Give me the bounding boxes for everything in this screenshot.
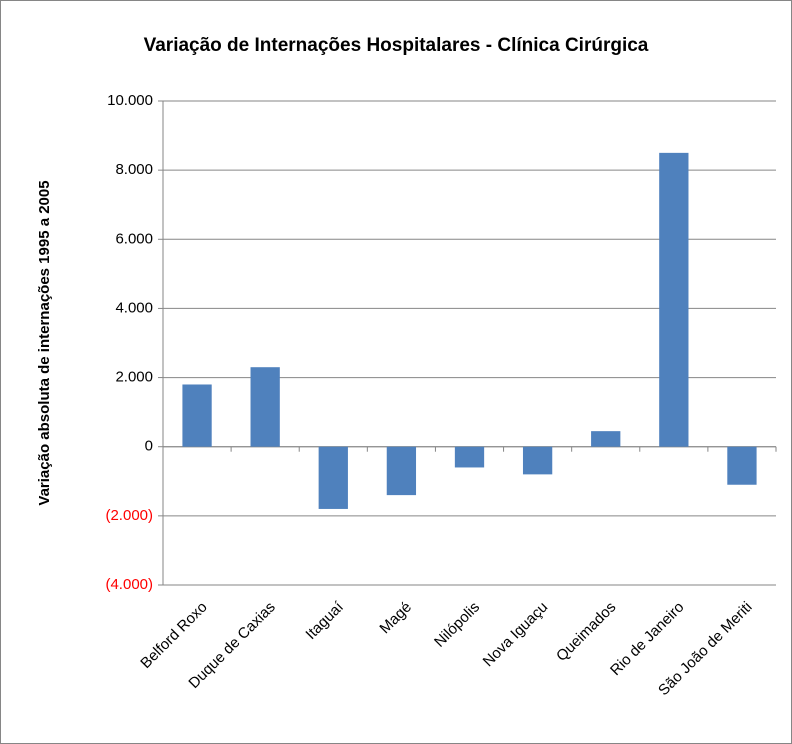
y-tick-label: (4.000) xyxy=(105,576,153,593)
y-tick-label: 6.000 xyxy=(115,230,153,247)
y-tick-label: 0 xyxy=(145,438,153,455)
bar xyxy=(522,446,553,475)
bar xyxy=(318,446,348,509)
bar xyxy=(591,431,621,447)
y-tick-label: (2.000) xyxy=(105,507,153,524)
y-tick-label: 4.000 xyxy=(115,299,153,316)
bar xyxy=(727,446,757,485)
bar xyxy=(182,384,212,447)
bar xyxy=(386,446,417,496)
y-tick-label: 2.000 xyxy=(115,369,153,386)
y-tick-label: 8.000 xyxy=(115,161,153,178)
bar xyxy=(250,367,280,447)
y-tick-label: 10.000 xyxy=(107,92,153,109)
bar xyxy=(659,152,689,447)
bar xyxy=(454,446,485,468)
chart-title: Variação de Internações Hospitalares - C… xyxy=(144,35,649,56)
y-axis-label: Variação absoluta de internações 1995 a … xyxy=(36,180,53,505)
